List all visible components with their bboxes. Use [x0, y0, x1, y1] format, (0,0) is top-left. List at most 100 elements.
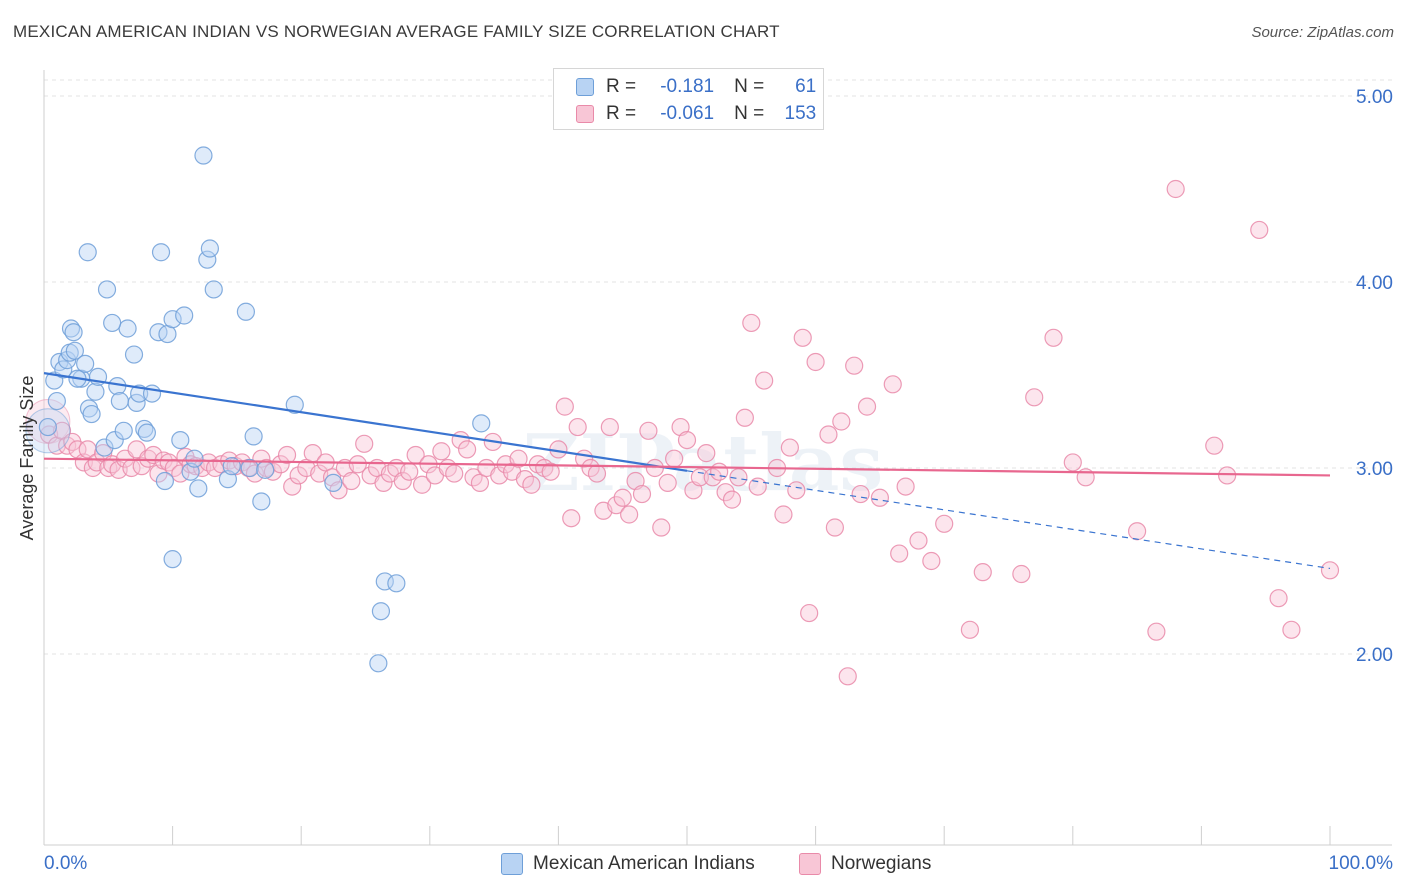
data-point — [65, 341, 84, 360]
grid-lines — [44, 79, 1392, 655]
data-point — [244, 427, 263, 446]
data-point — [64, 323, 83, 342]
data-point — [58, 351, 77, 370]
data-point — [149, 323, 168, 342]
data-point — [509, 449, 528, 468]
tick-labels: 2.00 3.00 4.00 5.00 0.0% 100.0% Average Family… — [17, 87, 1393, 874]
data-point — [369, 654, 388, 673]
data-point — [774, 505, 793, 524]
legend-label: Norwegians — [831, 853, 932, 874]
data-point — [1282, 620, 1301, 639]
data-point — [82, 404, 101, 424]
data-point — [973, 563, 992, 582]
data-point — [445, 464, 464, 483]
legend-swatch-blue — [501, 853, 523, 875]
r-label: R = — [606, 103, 637, 124]
trend-lines — [43, 372, 1331, 570]
data-point — [755, 371, 774, 390]
data-point — [722, 490, 742, 509]
data-point — [613, 488, 632, 507]
r-value: -0.061 — [660, 103, 715, 124]
data-point — [870, 488, 890, 507]
legend-item-norwegians: Norwegians — [799, 852, 931, 876]
trend-line-blue-extrapolated — [686, 470, 1331, 570]
data-point — [652, 518, 671, 537]
data-point — [1166, 179, 1185, 199]
series-mexican-american-indians — [25, 146, 491, 673]
data-point — [124, 345, 144, 364]
data-point — [825, 518, 844, 537]
data-point — [110, 391, 129, 411]
data-point — [457, 440, 477, 459]
data-point — [432, 442, 451, 461]
data-point — [568, 417, 587, 437]
data-point — [735, 408, 754, 427]
legend-row-pink: R = -0.061 N = 153 — [576, 102, 816, 126]
n-value: 61 — [795, 76, 817, 97]
data-point — [171, 431, 190, 450]
data-point — [909, 531, 928, 550]
data-point — [324, 473, 343, 492]
data-point — [587, 464, 607, 483]
data-point — [832, 412, 851, 431]
y-tick-label: 4.00 — [1356, 273, 1393, 294]
data-point — [256, 460, 275, 479]
y-axis-label: Average Family Size — [17, 376, 37, 541]
data-point — [163, 550, 182, 569]
data-point-large — [25, 408, 71, 454]
data-point — [690, 468, 709, 487]
data-point — [371, 602, 391, 621]
data-point — [185, 449, 204, 468]
data-point — [607, 496, 626, 515]
n-value: 153 — [784, 103, 817, 124]
data-point — [87, 453, 106, 472]
data-point — [252, 492, 271, 511]
data-point — [600, 417, 619, 437]
data-point — [198, 250, 217, 269]
data-point — [677, 431, 697, 450]
data-point — [960, 620, 980, 639]
data-point — [472, 414, 491, 433]
data-point — [1250, 220, 1269, 240]
data-point — [1205, 436, 1224, 455]
data-point — [1012, 564, 1031, 584]
data-point — [658, 473, 677, 492]
data-point — [883, 375, 902, 394]
y-tick-label: 2.00 — [1356, 645, 1393, 666]
data-point — [86, 382, 105, 401]
data-point — [1063, 453, 1082, 472]
data-point — [632, 484, 652, 504]
data-point — [562, 509, 581, 528]
data-point — [204, 280, 223, 299]
data-point — [748, 477, 767, 496]
data-point — [393, 471, 412, 491]
data-point — [1025, 388, 1044, 407]
x-tick-label-min: 0.0% — [44, 853, 87, 874]
data-point — [236, 302, 256, 321]
legend-swatch-pink — [799, 853, 821, 875]
legend-swatch-pink — [576, 105, 594, 123]
legend-swatch-blue — [576, 78, 594, 96]
trend-line-blue — [43, 372, 688, 472]
data-point — [355, 434, 374, 453]
data-point — [1127, 522, 1147, 541]
data-point — [348, 455, 367, 474]
n-label: N = — [734, 103, 765, 124]
data-point — [555, 397, 574, 416]
data-point — [710, 462, 729, 481]
data-point — [935, 514, 954, 533]
data-point — [742, 313, 761, 333]
data-point — [97, 280, 117, 299]
n-label: N = — [734, 76, 765, 97]
data-point — [76, 354, 95, 373]
data-point — [896, 477, 915, 496]
data-point — [159, 453, 178, 472]
data-point — [787, 481, 806, 500]
data-point — [1218, 466, 1237, 485]
data-point — [283, 477, 302, 496]
data-point — [387, 574, 406, 593]
data-point — [838, 667, 857, 686]
data-point — [716, 483, 735, 502]
data-point — [806, 352, 825, 372]
